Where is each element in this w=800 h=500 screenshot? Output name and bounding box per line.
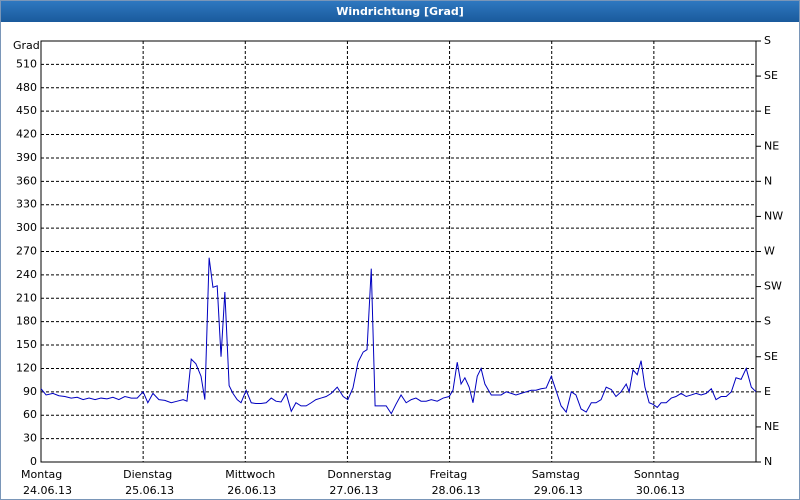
y-tick-label: 240 — [16, 268, 37, 281]
y2-tick-label: SE — [764, 69, 778, 82]
y2-tick-label: NE — [764, 139, 779, 152]
y-tick-label: 210 — [16, 291, 37, 304]
x-tick-date: 28.06.13 — [432, 484, 481, 497]
x-tick-date: 26.06.13 — [227, 484, 276, 497]
y2-tick-label: N — [764, 455, 772, 468]
y-tick-label: 30 — [23, 432, 37, 445]
y2-tick-label: S — [764, 315, 771, 328]
data-line — [40, 257, 757, 415]
y2-tick-label: W — [764, 245, 775, 258]
x-tick-date: 24.06.13 — [23, 484, 72, 497]
x-tick-date: 27.06.13 — [329, 484, 378, 497]
y2-tick-label: NW — [764, 209, 783, 222]
y-tick-label: 420 — [16, 128, 37, 141]
y-tick-label: 450 — [16, 104, 37, 117]
y-tick-label: 90 — [23, 385, 37, 398]
x-tick-label: Dienstag — [123, 468, 172, 481]
title-bar: Windrichtung [Grad] — [1, 1, 799, 22]
y-tick-label: 510 — [16, 57, 37, 70]
y2-tick-label: E — [764, 385, 771, 398]
y2-tick-label: SW — [764, 280, 782, 293]
y-tick-label: 120 — [16, 361, 37, 374]
x-tick-label: Montag — [21, 468, 62, 481]
y-tick-label: 330 — [16, 198, 37, 211]
y2-tick-label: SE — [764, 350, 778, 363]
x-tick-label: Freitag — [430, 468, 468, 481]
y-tick-label: 150 — [16, 338, 37, 351]
chart: Grad 0 30 60 90 120 150 180 210 240 270 300 330 360 3… — [13, 34, 783, 497]
y-tick-label: 0 — [30, 455, 37, 468]
y2-tick-label: N — [764, 174, 772, 187]
y-tick-label: 390 — [16, 151, 37, 164]
y2-tick-label: NE — [764, 420, 779, 433]
y-tick-label: 60 — [23, 408, 37, 421]
y-tick-label: 180 — [16, 315, 37, 328]
x-tick-label: Donnerstag — [327, 468, 391, 481]
y2-tick-label: S — [764, 34, 771, 47]
x-tick-date: 29.06.13 — [534, 484, 583, 497]
y-tick-label: 300 — [16, 221, 37, 234]
x-tick-date: 30.06.13 — [636, 484, 685, 497]
y-axis-label: Grad — [13, 39, 40, 52]
y-tick-label: 360 — [16, 174, 37, 187]
x-tick-date: 25.06.13 — [125, 484, 174, 497]
y2-tick-label: E — [764, 104, 771, 117]
y-tick-label: 480 — [16, 81, 37, 94]
y-tick-label: 270 — [16, 245, 37, 258]
x-tick-label: Sonntag — [634, 468, 680, 481]
x-tick-label: Mittwoch — [225, 468, 275, 481]
x-tick-label: Samstag — [532, 468, 580, 481]
